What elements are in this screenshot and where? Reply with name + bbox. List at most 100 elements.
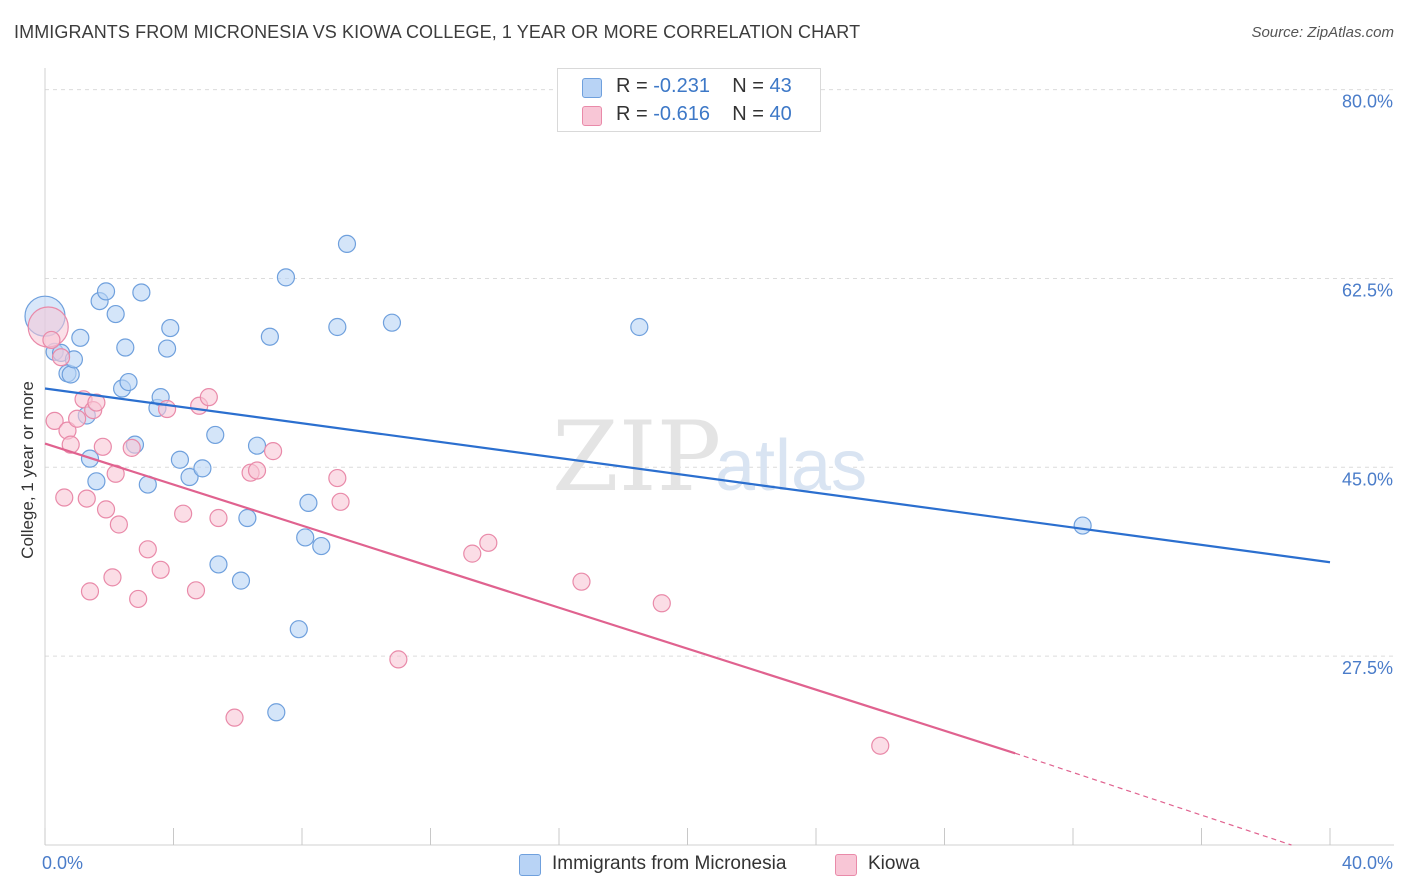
series-legend-label: Kiowa — [868, 853, 920, 874]
kiowa-point — [463, 544, 482, 563]
zip-watermark: ZIP — [552, 401, 721, 513]
stats-legend: R = -0.231 N = 43 R = -0.616 N = 40 — [557, 68, 821, 132]
micronesia-point — [61, 365, 80, 384]
kiowa-point — [225, 708, 244, 727]
legend-text: R = -0.616 N = 40 — [616, 103, 792, 126]
y-axis-label: College, 1 year or more — [18, 381, 37, 559]
grid-layer — [45, 89, 1394, 657]
atlas-watermark: atlas — [715, 426, 867, 506]
legend-r-value: -0.231 — [653, 75, 710, 97]
kiowa-point — [138, 540, 157, 559]
micronesia-point — [267, 703, 286, 722]
kiowa-point — [209, 508, 228, 528]
x-tick-label: 0.0% — [42, 853, 83, 873]
kiowa-trend-extension — [1014, 752, 1292, 846]
legend-n-value: 43 — [769, 75, 792, 97]
legend-n-label: N = — [732, 75, 764, 97]
trend-layer — [44, 387, 1331, 846]
kiowa-point — [328, 468, 347, 488]
y-tick-label: 62.5% — [1342, 280, 1393, 300]
micronesia-point — [106, 304, 125, 324]
kiowa-point — [109, 515, 128, 534]
micronesia-point — [71, 328, 90, 347]
micronesia-point — [209, 555, 228, 574]
kiowa-point — [122, 438, 141, 457]
micronesia-point — [132, 283, 151, 302]
kiowa-point — [174, 504, 193, 523]
micronesia-point — [157, 339, 177, 358]
y-tick-label: 27.5% — [1342, 658, 1393, 678]
kiowa-point — [199, 388, 218, 407]
x-tick-label: 40.0% — [1342, 853, 1393, 873]
legend-n-value: 40 — [769, 103, 792, 125]
y-tick-label: 80.0% — [1342, 92, 1393, 112]
chart-title: IMMIGRANTS FROM MICRONESIA VS KIOWA COLL… — [14, 22, 861, 42]
kiowa-point — [42, 330, 61, 350]
micronesia-point — [238, 508, 257, 528]
micronesia-point — [630, 317, 649, 337]
legend-swatch-pink — [582, 106, 602, 126]
legend-r-label: R = — [616, 103, 648, 125]
micronesia-point — [247, 436, 267, 455]
kiowa-point — [45, 411, 64, 430]
micronesia-point — [170, 450, 190, 469]
kiowa-point — [68, 409, 87, 428]
kiowa-trend-line — [44, 442, 1016, 755]
kiowa-point — [129, 589, 148, 609]
kiowa-point — [61, 435, 80, 454]
series-legend: Immigrants from Micronesia Kiowa — [0, 852, 1406, 878]
kiowa-point — [103, 568, 122, 587]
micronesia-point — [382, 313, 402, 332]
micronesia-point — [1073, 516, 1092, 535]
micronesia-point — [276, 268, 296, 287]
kiowa-point — [247, 461, 267, 480]
kiowa-point — [331, 492, 350, 511]
y-tick-label: 45.0% — [1342, 469, 1393, 489]
series-swatch-pink — [835, 854, 857, 876]
micronesia-point — [328, 317, 347, 337]
micronesia-point — [296, 528, 315, 547]
micronesia-point — [312, 536, 331, 556]
micronesia-point — [337, 234, 357, 254]
kiowa-point — [96, 500, 116, 519]
micronesia-point — [231, 571, 251, 590]
series-legend-label: Immigrants from Micronesia — [552, 853, 787, 874]
micronesia-trend-line — [44, 387, 1331, 564]
kiowa-point — [652, 594, 671, 613]
axis-layer: 27.5% 45.0% 62.5% 80.0% 0.0% 40.0% — [42, 68, 1394, 873]
kiowa-point — [572, 572, 591, 591]
legend-n-label: N = — [732, 103, 764, 125]
micronesia-point — [180, 467, 199, 487]
kiowa-point — [871, 736, 890, 755]
series-swatch-blue — [519, 854, 541, 876]
legend-text: R = -0.231 N = 43 — [616, 75, 792, 98]
kiowa-point — [186, 581, 206, 600]
legend-r-value: -0.616 — [653, 103, 710, 125]
micronesia-point — [119, 372, 138, 392]
kiowa-point — [389, 650, 408, 669]
legend-swatch-blue — [582, 78, 602, 98]
micronesia-point — [299, 493, 318, 513]
micronesia-point — [260, 327, 279, 346]
kiowa-point — [87, 393, 106, 412]
legend-r-label: R = — [616, 75, 648, 97]
micronesia-point — [206, 425, 225, 445]
watermark-layer: ZIP atlas — [552, 401, 867, 513]
kiowa-point — [80, 582, 100, 601]
micronesia-point — [87, 472, 106, 491]
kiowa-point — [55, 488, 74, 507]
kiowa-point — [479, 533, 498, 552]
kiowa-point — [151, 560, 170, 579]
kiowa-point — [93, 437, 112, 456]
micronesia-point — [161, 318, 180, 338]
micronesia-point — [96, 282, 116, 301]
source-label: Source: ZipAtlas.com — [1251, 24, 1394, 41]
micronesia-point — [289, 620, 308, 639]
kiowa-point — [157, 399, 177, 419]
kiowa-point — [77, 489, 96, 508]
kiowa-point — [263, 442, 283, 461]
micronesia-point — [193, 459, 212, 478]
micronesia-point — [116, 338, 135, 357]
kiowa-point — [51, 348, 71, 367]
